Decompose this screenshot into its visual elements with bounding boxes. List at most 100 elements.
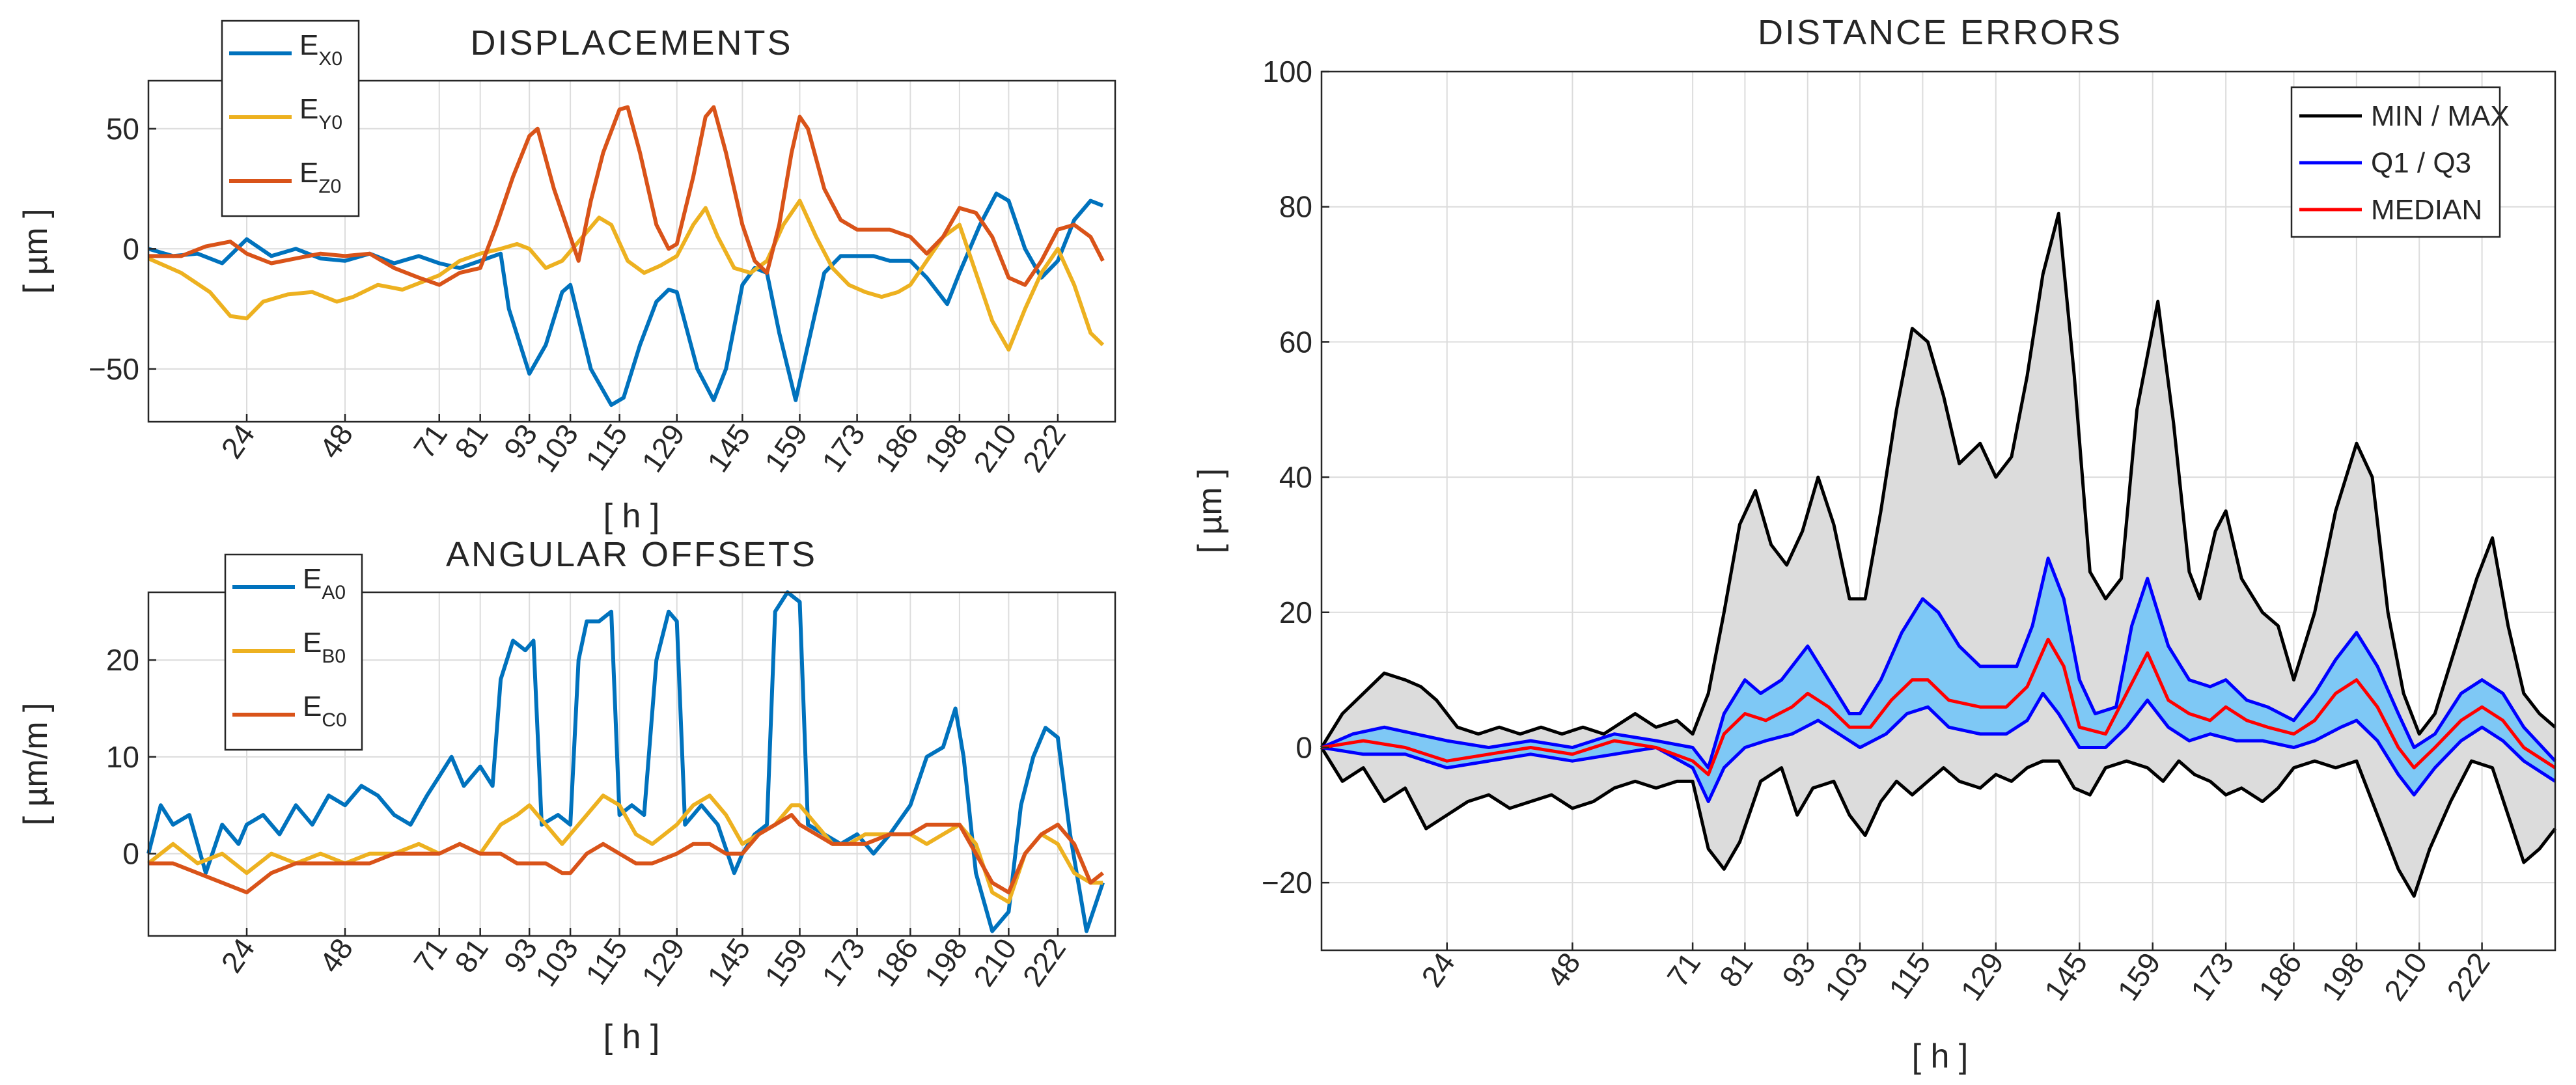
angular-offsets-xtick-label: 145: [700, 932, 757, 993]
svg-text:EX0: EX0: [299, 29, 342, 70]
distance-xtick-label: 198: [2314, 946, 2371, 1007]
displacements-xtick-label: 210: [967, 418, 1023, 478]
legend-sub-ea0: A0: [322, 582, 346, 603]
displacements-xtick-label: 129: [635, 418, 691, 478]
angular-offsets-xtick-label: 210: [967, 932, 1023, 993]
distance-ytick-label: 100: [1262, 55, 1312, 89]
angular-offsets-xtick-label: 24: [214, 932, 261, 979]
series-line-ez0: [148, 105, 1105, 287]
distance-xtick-label: 81: [1713, 946, 1760, 993]
angular-title: ANGULAR OFFSETS: [446, 535, 817, 574]
svg-text:EY0: EY0: [299, 93, 342, 133]
legend-sub-eb0: B0: [322, 646, 346, 667]
svg-text:EB0: EB0: [303, 627, 346, 667]
displacements-xtick-label: 48: [312, 418, 359, 465]
legend-label-ez0: E: [299, 157, 318, 189]
displacements-xtick-label: 71: [407, 418, 454, 465]
svg-text:EC0: EC0: [303, 691, 347, 731]
angular-offsets-xtick-label: 186: [868, 932, 925, 993]
angular-offsets-xtick-label: 103: [529, 932, 585, 993]
distance-xtick-label: 159: [2111, 946, 2167, 1007]
distance-xtick-label: 210: [2377, 946, 2434, 1007]
distance-xtick-label: 186: [2252, 946, 2308, 1007]
legend-entry-ec0: EC0: [232, 691, 347, 731]
legend-entry-minmax: MIN / MAX: [2299, 100, 2510, 132]
median-line: [1321, 637, 2556, 776]
displacements-x-label: [ h ]: [603, 497, 660, 535]
displacements-ytick-label: 0: [122, 232, 139, 266]
distance-ytick-label: 60: [1279, 325, 1312, 359]
distance-xtick-label: 24: [1415, 946, 1461, 993]
angular-series: [146, 590, 1105, 933]
legend-entry-eb0: EB0: [232, 627, 346, 667]
distance-y-ticks: −20 0 20 40 60 80 100: [1262, 55, 1329, 900]
legend-label-median: MEDIAN: [2371, 194, 2482, 226]
angular-offsets-xtick-label: 115: [579, 932, 634, 991]
distance-xtick-label: 48: [1540, 946, 1587, 993]
angular-offsets-ytick-label: 0: [122, 837, 139, 871]
distance-x-label: [ h ]: [1912, 1037, 1969, 1075]
displacements-xtick-label: 222: [1016, 418, 1072, 478]
angular-offsets-xtick-label: 81: [448, 932, 495, 979]
svg-text:EZ0: EZ0: [299, 157, 341, 197]
q3-line: [1321, 556, 2556, 770]
angular-offsets-ytick-label: 10: [106, 740, 139, 774]
legend-entry-ex0: EX0: [229, 29, 342, 70]
legend-label-ea0: E: [303, 563, 322, 595]
displacements-y-ticks: −50 0 50: [89, 112, 156, 386]
series-line-ey0: [147, 199, 1105, 352]
displacements-xtick-label: 173: [815, 418, 872, 478]
displacements-legend: EX0 EY0 EZ0: [221, 20, 360, 217]
distance-xtick-label: 173: [2184, 946, 2241, 1007]
displacements-xtick-label: 198: [917, 418, 974, 478]
distance-xtick-label: 93: [1775, 946, 1822, 993]
legend-label-ex0: E: [299, 29, 318, 61]
displacements-xtick-label: 159: [758, 418, 814, 478]
displacements-xtick-label: 24: [214, 418, 261, 465]
displacements-xtick-label: 145: [700, 418, 757, 478]
distance-xtick-label: 71: [1660, 946, 1707, 993]
legend-sub-ec0: C0: [322, 709, 346, 731]
displacements-ytick-label: 50: [106, 112, 139, 146]
distance-ytick-label: −20: [1262, 866, 1312, 900]
legend-entry-median: MEDIAN: [2299, 194, 2482, 226]
legend-label-q1q3: Q1 / Q3: [2371, 147, 2471, 179]
svg-text:EA0: EA0: [303, 563, 346, 603]
distance-title: DISTANCE ERRORS: [1758, 13, 2122, 52]
distance-y-label: [ µm ]: [1191, 468, 1229, 553]
legend-entry-ea0: EA0: [232, 563, 346, 603]
angular-x-label: [ h ]: [603, 1018, 660, 1056]
distance-xtick-label: 103: [1818, 946, 1875, 1007]
displacements-title: DISPLACEMENTS: [470, 23, 792, 62]
displacements-xtick-label: 186: [868, 418, 925, 478]
distance-axes-box: [1320, 70, 2556, 952]
legend-label-ec0: E: [303, 691, 322, 722]
angular-offsets-xtick-label: 173: [815, 932, 872, 993]
angular-offsets-xtick-label: 71: [407, 932, 454, 979]
legend-entry-ez0: EZ0: [229, 157, 341, 197]
angular-offsets-xtick-label: 222: [1016, 932, 1072, 993]
angular-offsets-xtick-label: 198: [917, 932, 974, 993]
angular-offsets-ytick-label: 20: [106, 643, 139, 677]
legend-sub-ey0: Y0: [318, 112, 342, 133]
legend-label-minmax: MIN / MAX: [2371, 100, 2510, 132]
displacements-xtick-label: 115: [579, 418, 634, 476]
series-line-ea0: [146, 590, 1105, 933]
min-line: [1320, 747, 2556, 898]
angular-y-ticks: 0 10 20: [106, 643, 156, 871]
distance-xtick-label: 115: [1882, 946, 1937, 1005]
legend-sub-ex0: X0: [318, 48, 342, 70]
series-line-ec0: [148, 813, 1104, 895]
distance-ytick-label: 40: [1279, 460, 1312, 494]
distance-xtick-label: 222: [2440, 946, 2497, 1007]
angular-offsets-xtick-label: 129: [635, 932, 691, 993]
displacements-ytick-label: −50: [89, 352, 139, 386]
max-line: [1320, 212, 2556, 749]
